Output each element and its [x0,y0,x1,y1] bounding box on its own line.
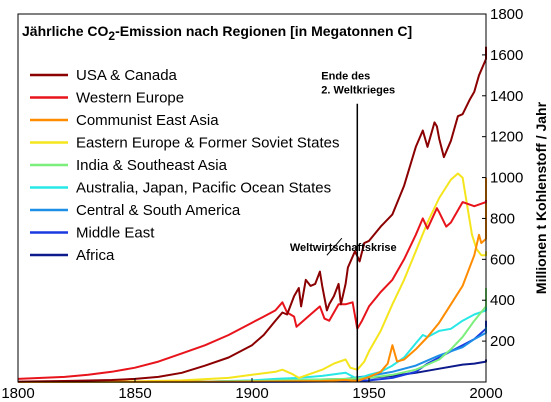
y-tick-label: 1600 [490,47,523,64]
y-tick-label: 400 [490,292,515,309]
legend-label: USA & Canada [76,67,178,84]
x-tick-label: 1850 [118,385,151,402]
title-subscript: 2 [108,29,115,43]
y-tick-label: 1200 [490,129,523,146]
legend-label: Western Europe [76,90,184,107]
title-pre: Jährliche CO [22,23,108,39]
x-tick-label: 1900 [235,385,268,402]
series-line-7 [17,320,487,383]
y-tick-label: 800 [490,210,515,227]
legend: USA & Canada Western Europe Communist East… [30,67,339,264]
x-axis: 1800 1850 1900 1950 2000 [1,378,503,402]
annotation-ww2-line1: Ende des [321,70,370,82]
y-tick-label: 1000 [490,170,523,187]
depression-leader-line [326,237,343,256]
y-tick-label: 200 [490,333,515,350]
series-line-0 [17,46,487,383]
y-axis-label: Millionen t Kohlenstoff / Jahr [533,101,549,294]
series-line-1 [17,200,487,380]
annotation-depression: Weltwirtschaftskrise [290,242,397,254]
legend-label: Africa [76,247,115,264]
series-line-4 [17,288,487,383]
x-tick-label: 1800 [1,385,34,402]
chart-title: Jährliche CO2-Emission nach Regionen [in… [22,23,412,43]
legend-label: Australia, Japan, Pacific Ocean States [76,180,331,197]
y-tick-label: 600 [490,251,515,268]
annotation-ww2-line2: 2. Weltkrieges [321,85,395,97]
x-tick-label: 1950 [352,385,385,402]
y-axis: 200 400 600 800 1000 1200 1400 1600 1800 [482,6,523,350]
legend-label: Communist East Asia [76,112,219,129]
y-tick-label: 1800 [490,6,523,23]
x-tick-label: 2000 [469,385,502,402]
series-line-3 [17,172,487,383]
legend-label: India & Southeast Asia [76,157,228,174]
legend-label: Central & South America [76,202,241,219]
series-lines [17,46,487,383]
series-line-2 [17,177,487,383]
series-line-5 [17,306,487,383]
legend-label: Middle East [76,225,155,242]
y-tick-label: 1400 [490,88,523,105]
title-post: -Emission nach Regionen [in Megatonnen C… [115,23,412,39]
legend-label: Eastern Europe & Former Soviet States [76,135,339,152]
